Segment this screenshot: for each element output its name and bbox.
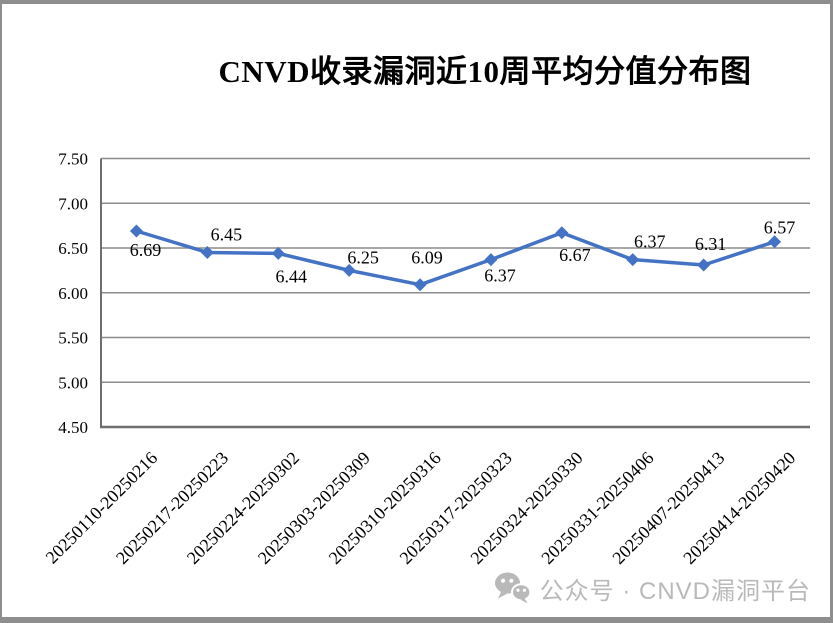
data-point-label: 6.09 [411,248,443,268]
frame-top-border [0,0,833,4]
data-point-marker [555,226,569,240]
data-point-label: 6.25 [347,247,379,267]
wechat-icon [494,572,531,603]
data-point-marker [342,263,356,277]
frame-left-border [0,0,2,623]
data-point-marker [129,224,143,238]
y-axis-tick-label: 7.50 [58,150,88,169]
data-point-marker [271,246,285,260]
data-point-label: 6.67 [559,245,591,265]
data-point-marker [697,258,711,272]
frame-bottom-border [0,617,833,623]
chart-title: CNVD收录漏洞近10周平均分值分布图 [218,54,752,89]
data-point-marker [413,278,427,292]
data-point-marker [200,245,214,259]
y-axis-tick-label: 6.50 [58,239,88,258]
series-line [134,229,777,287]
data-point-label: 6.37 [484,266,516,286]
data-point-marker [484,253,498,267]
data-point-label: 6.57 [764,218,796,238]
data-point-label: 6.44 [276,266,308,286]
data-point-marker [626,253,640,267]
y-axis-tick-label: 6.00 [58,284,88,303]
data-point-label: 6.31 [695,234,727,254]
frame-right-border [830,0,833,623]
y-axis-tick-label: 4.50 [58,418,88,437]
data-point-label: 6.45 [211,224,243,244]
y-axis-tick-label: 5.00 [58,373,88,392]
y-axis-tick-label: 5.50 [58,329,88,348]
footer-text: 公众号 · CNVD漏洞平台 [539,577,811,605]
data-point-marker [768,235,782,249]
footer-watermark: 公众号 · CNVD漏洞平台 [494,570,811,606]
data-point-label: 6.37 [634,232,666,252]
y-axis-tick-label: 7.00 [58,194,88,213]
data-point-label: 6.69 [130,240,162,260]
